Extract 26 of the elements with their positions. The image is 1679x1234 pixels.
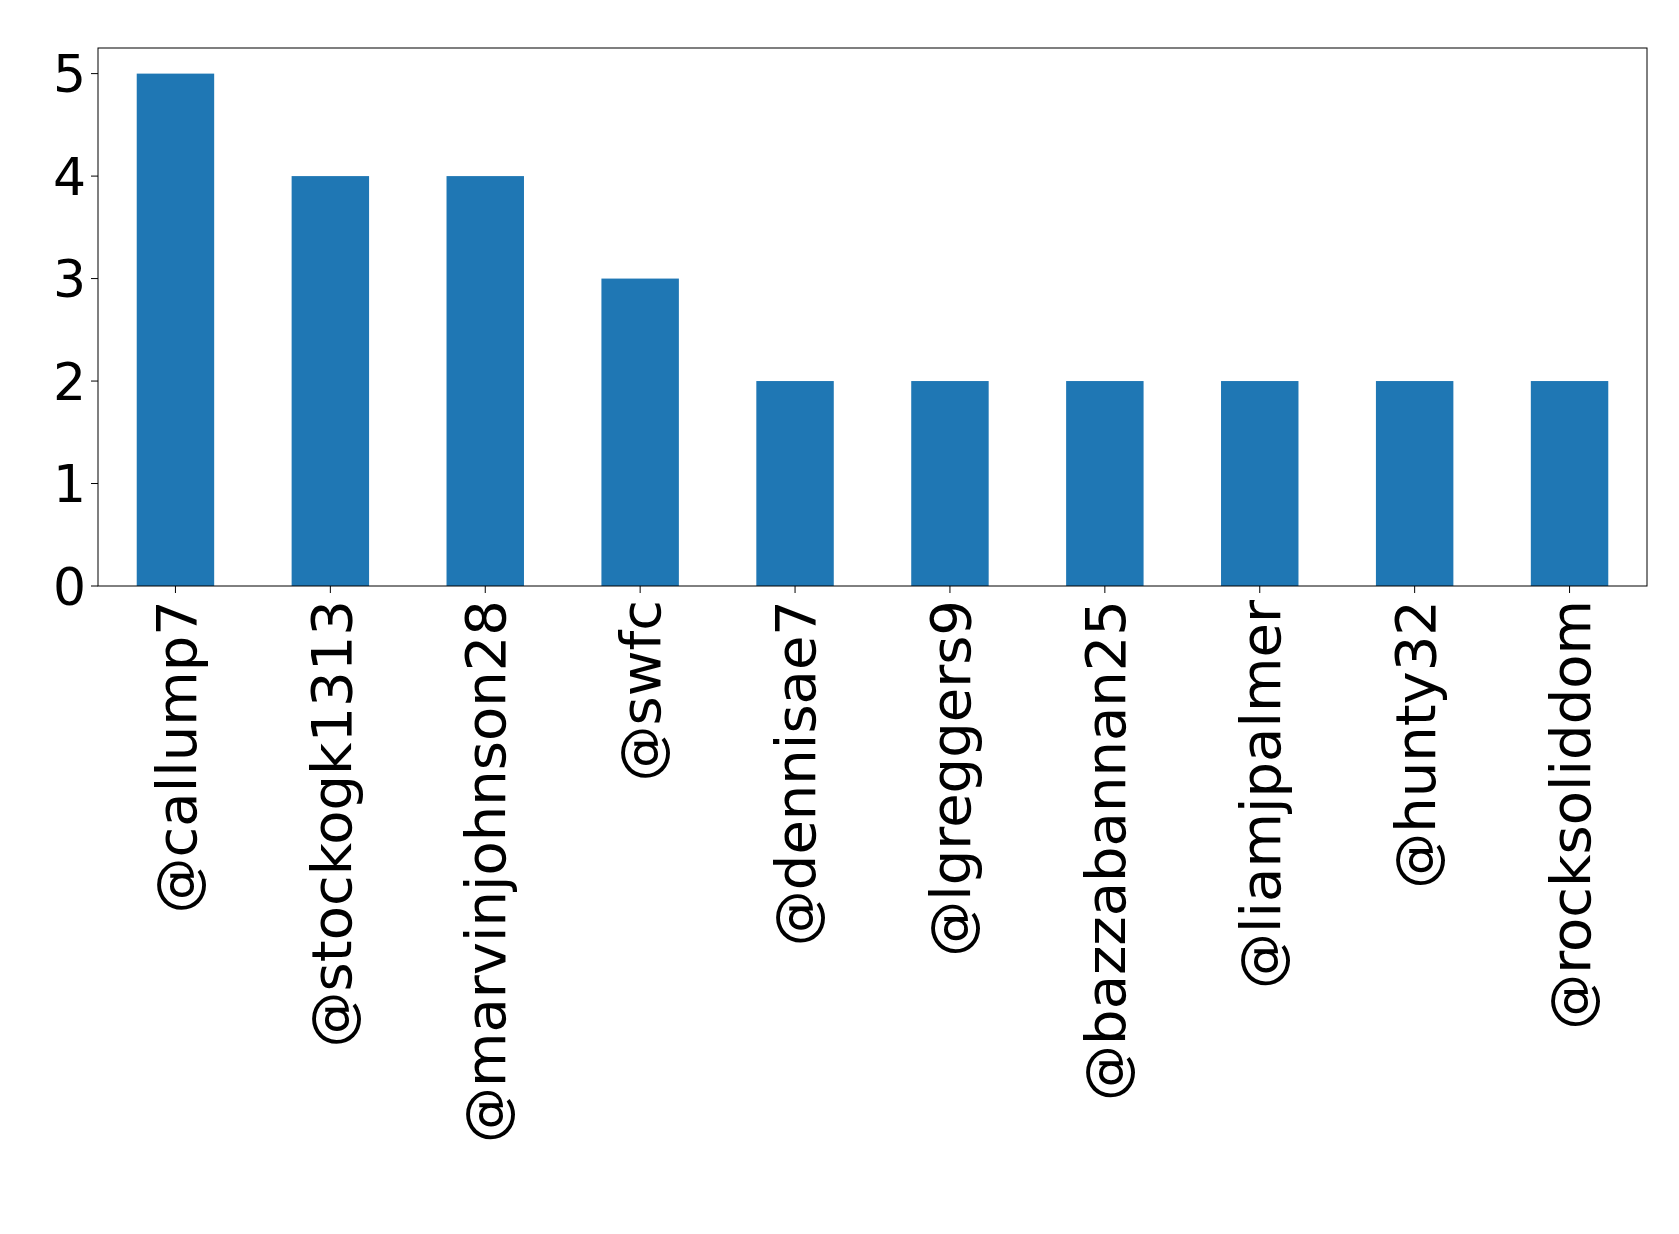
- x-tick-label: @dennisae7: [763, 600, 829, 947]
- x-tick-label: @swfc: [608, 600, 674, 782]
- bar: [911, 381, 989, 586]
- bar: [1221, 381, 1299, 586]
- x-tick-label: @hunty32: [1382, 600, 1448, 889]
- bar: [1530, 381, 1609, 586]
- x-tick-label: @bazzabannan25: [1073, 600, 1139, 1101]
- bar: [136, 73, 215, 586]
- bar: [1066, 381, 1144, 586]
- bar: [601, 278, 679, 586]
- bar: [756, 381, 834, 586]
- x-tick-label: @stockogk1313: [298, 600, 364, 1048]
- y-tick-label: 2: [52, 351, 86, 412]
- x-tick-label: @liamjpalmer: [1227, 599, 1293, 989]
- y-tick-label: 1: [52, 454, 86, 515]
- x-tick-label: @callump7: [143, 600, 209, 914]
- x-tick-label: @lgreggers9: [918, 600, 984, 957]
- bar: [291, 176, 370, 586]
- y-tick-label: 5: [52, 44, 86, 105]
- x-tick-label: @rocksoliddom: [1537, 600, 1603, 1030]
- bar: [1375, 381, 1454, 586]
- y-tick-label: 0: [52, 556, 86, 617]
- y-tick-label: 3: [52, 249, 86, 310]
- x-tick-label: @marvinjohnson28: [453, 600, 519, 1144]
- y-tick-label: 4: [52, 146, 86, 207]
- bar: [446, 176, 524, 586]
